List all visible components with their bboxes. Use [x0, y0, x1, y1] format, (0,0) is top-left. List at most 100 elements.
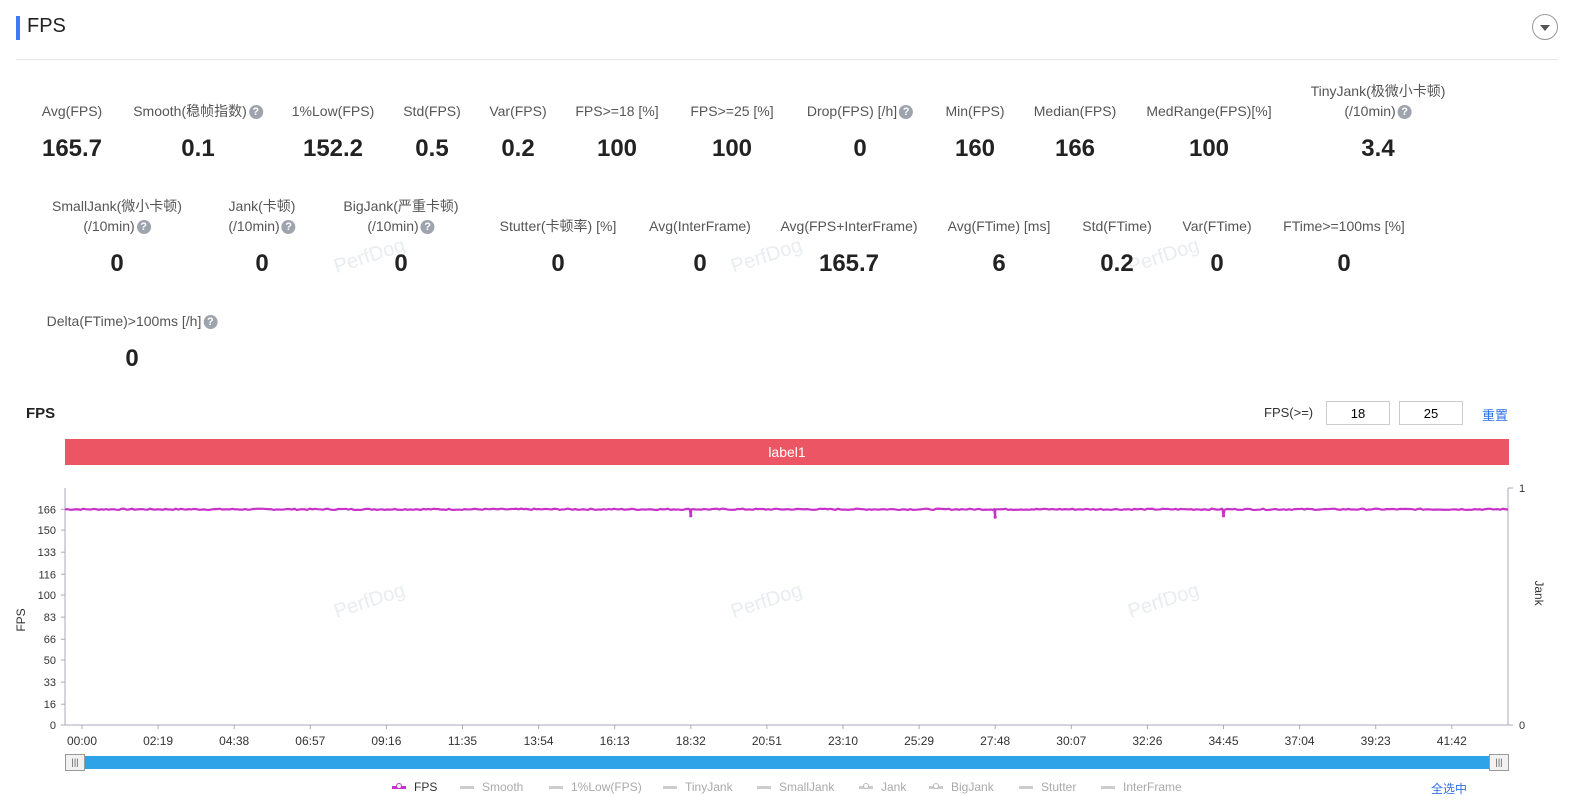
metric-label-text: MedRange(FPS)[%] — [1146, 103, 1272, 119]
legend-item[interactable]: FPS — [392, 780, 437, 794]
slider-track[interactable] — [65, 756, 1509, 769]
chart-title: FPS — [26, 405, 56, 422]
legend-marker — [863, 783, 869, 790]
slider-handle-left[interactable]: ||| — [65, 754, 85, 771]
help-icon[interactable]: ? — [281, 220, 296, 235]
legend-item[interactable]: BigJank — [929, 780, 994, 794]
y-tick-label: 33 — [44, 677, 56, 689]
metric-label-text: SmallJank(微小卡顿) — [52, 198, 182, 214]
fps-threshold-label: FPS(>=) — [1264, 405, 1314, 420]
help-icon[interactable]: ? — [136, 220, 151, 235]
metric-label: Delta(FTime)>100ms [/h]? — [47, 311, 218, 331]
x-tick-label: 20:51 — [752, 734, 782, 748]
metric-card: Avg(FTime) [ms] 6 — [948, 216, 1051, 278]
metric-label: Jank(卡顿) (/10min)? — [228, 196, 296, 236]
metric-label: Median(FPS) — [1034, 101, 1116, 121]
metric-value: 100 — [711, 135, 753, 162]
metric-label-text: Avg(FPS+InterFrame) — [780, 218, 918, 234]
help-icon[interactable]: ? — [203, 315, 218, 330]
help-icon[interactable]: ? — [899, 105, 914, 120]
legend-swatch — [757, 786, 771, 790]
metric-label: FPS>=18 [%] — [575, 101, 658, 121]
legend-label: InterFrame — [1123, 780, 1182, 794]
metric-label: Var(FPS) — [489, 101, 546, 121]
y-tick-label: 0 — [50, 720, 56, 732]
x-tick-label: 39:23 — [1361, 734, 1391, 748]
metric-value: 165.7 — [41, 135, 103, 162]
legend-swatch — [1019, 786, 1033, 790]
metric-value: 3.4 — [1361, 135, 1395, 162]
slider-handle-right[interactable]: ||| — [1489, 754, 1509, 771]
metric-label-text: Std(FTime) — [1082, 218, 1152, 234]
section-header: FPS — [16, 14, 1558, 60]
metric-value: 0 — [551, 250, 565, 277]
metric-value: 0.5 — [415, 135, 449, 162]
legend-item[interactable]: Smooth — [460, 780, 523, 794]
y-tick-label: 66 — [44, 634, 56, 646]
metric-label: Std(FTime) — [1082, 216, 1151, 236]
metric-value: 0.2 — [1100, 250, 1134, 277]
metric-value: 6 — [992, 250, 1006, 277]
metric-label-text: FPS>=25 [%] — [690, 103, 774, 119]
metric-label-unit: (/10min) — [228, 218, 280, 234]
metric-label-text: FPS>=18 [%] — [575, 103, 659, 119]
metric-label: TinyJank(极微小卡顿) (/10min)? — [1311, 81, 1445, 121]
metric-card: Drop(FPS) [/h]? 0 — [806, 101, 914, 163]
metric-label: Stutter(卡顿率) [%] — [500, 216, 617, 236]
x-tick-label: 13:54 — [524, 734, 554, 748]
legend-label: BigJank — [951, 780, 994, 794]
legend-item[interactable]: SmallJank — [757, 780, 834, 794]
legend-item[interactable]: TinyJank — [663, 780, 733, 794]
y-tick-label: 50 — [44, 655, 56, 667]
metric-card: Var(FTime) 0 — [1182, 216, 1251, 278]
fps-threshold-input-2[interactable] — [1399, 401, 1463, 425]
metric-label-text: Jank(卡顿) — [228, 198, 296, 214]
x-tick-label: 16:13 — [600, 734, 630, 748]
label-bar[interactable]: label1 — [65, 439, 1509, 465]
legend-label: TinyJank — [685, 780, 733, 794]
legend-swatch — [663, 786, 677, 790]
metric-label-text: Drop(FPS) [/h] — [806, 103, 898, 119]
metric-label-text: 1%Low(FPS) — [291, 103, 375, 119]
x-tick-label: 41:42 — [1437, 734, 1467, 748]
y-axis-title: FPS — [14, 608, 28, 631]
legend-item[interactable]: Jank — [859, 780, 906, 794]
metric-card: TinyJank(极微小卡顿) (/10min)? 3.4 — [1311, 81, 1446, 163]
y-tick-label: 83 — [44, 612, 56, 624]
metric-label: FTime>=100ms [%] — [1283, 216, 1405, 236]
help-icon[interactable]: ? — [420, 220, 435, 235]
select-all-link[interactable]: 全选中 — [1431, 782, 1468, 796]
metric-label: Var(FTime) — [1182, 216, 1251, 236]
collapse-button[interactable] — [1532, 14, 1558, 40]
x-tick-label: 30:07 — [1056, 734, 1086, 748]
metric-card: FPS>=18 [%] 100 — [575, 101, 658, 163]
metric-card: Std(FPS) 0.5 — [403, 101, 461, 163]
legend-swatch — [549, 786, 563, 790]
fps-chart[interactable]: 0 16 33 50 66 83 100 116 133 150 166 0 1 FPS Jank 00:00… — [0, 470, 1586, 780]
legend-item[interactable]: Stutter — [1019, 780, 1076, 794]
reset-button[interactable]: 重置 — [1482, 408, 1509, 423]
metric-label: Avg(FTime) [ms] — [948, 216, 1051, 236]
chevron-down-icon — [1540, 25, 1550, 31]
y-tick-label: 133 — [38, 547, 56, 559]
metric-label: Drop(FPS) [/h]? — [806, 101, 914, 121]
x-tick-label: 11:35 — [448, 734, 477, 748]
legend-item[interactable]: 1%Low(FPS) — [549, 780, 642, 794]
metric-card: FPS>=25 [%] 100 — [690, 101, 773, 163]
help-icon[interactable]: ? — [248, 105, 263, 120]
help-icon[interactable]: ? — [1397, 105, 1412, 120]
x-tick-label: 04:38 — [219, 734, 249, 748]
legend-swatch — [929, 783, 943, 790]
metric-card: FTime>=100ms [%] 0 — [1283, 216, 1405, 278]
metric-value: 0 — [394, 250, 408, 277]
x-tick-label: 34:45 — [1208, 734, 1238, 748]
time-range-slider[interactable]: ||| ||| — [65, 754, 1509, 771]
y-tick-label: 100 — [38, 590, 56, 602]
legend-item[interactable]: InterFrame — [1101, 780, 1182, 794]
metric-card: Delta(FTime)>100ms [/h]? 0 — [47, 311, 218, 373]
y2-axis-title: Jank — [1532, 580, 1546, 606]
metric-value: 0 — [255, 250, 269, 277]
metric-label-text: Avg(FPS) — [41, 103, 103, 119]
metric-value: 0 — [1337, 250, 1351, 277]
fps-threshold-input-1[interactable] — [1326, 401, 1390, 425]
